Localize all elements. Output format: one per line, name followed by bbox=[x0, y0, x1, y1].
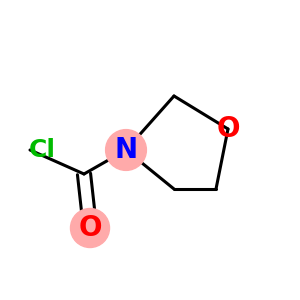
Circle shape bbox=[106, 130, 146, 170]
Text: O: O bbox=[216, 115, 240, 143]
Circle shape bbox=[70, 208, 110, 247]
Text: Cl: Cl bbox=[28, 138, 56, 162]
Text: N: N bbox=[114, 136, 138, 164]
Text: O: O bbox=[78, 214, 102, 242]
